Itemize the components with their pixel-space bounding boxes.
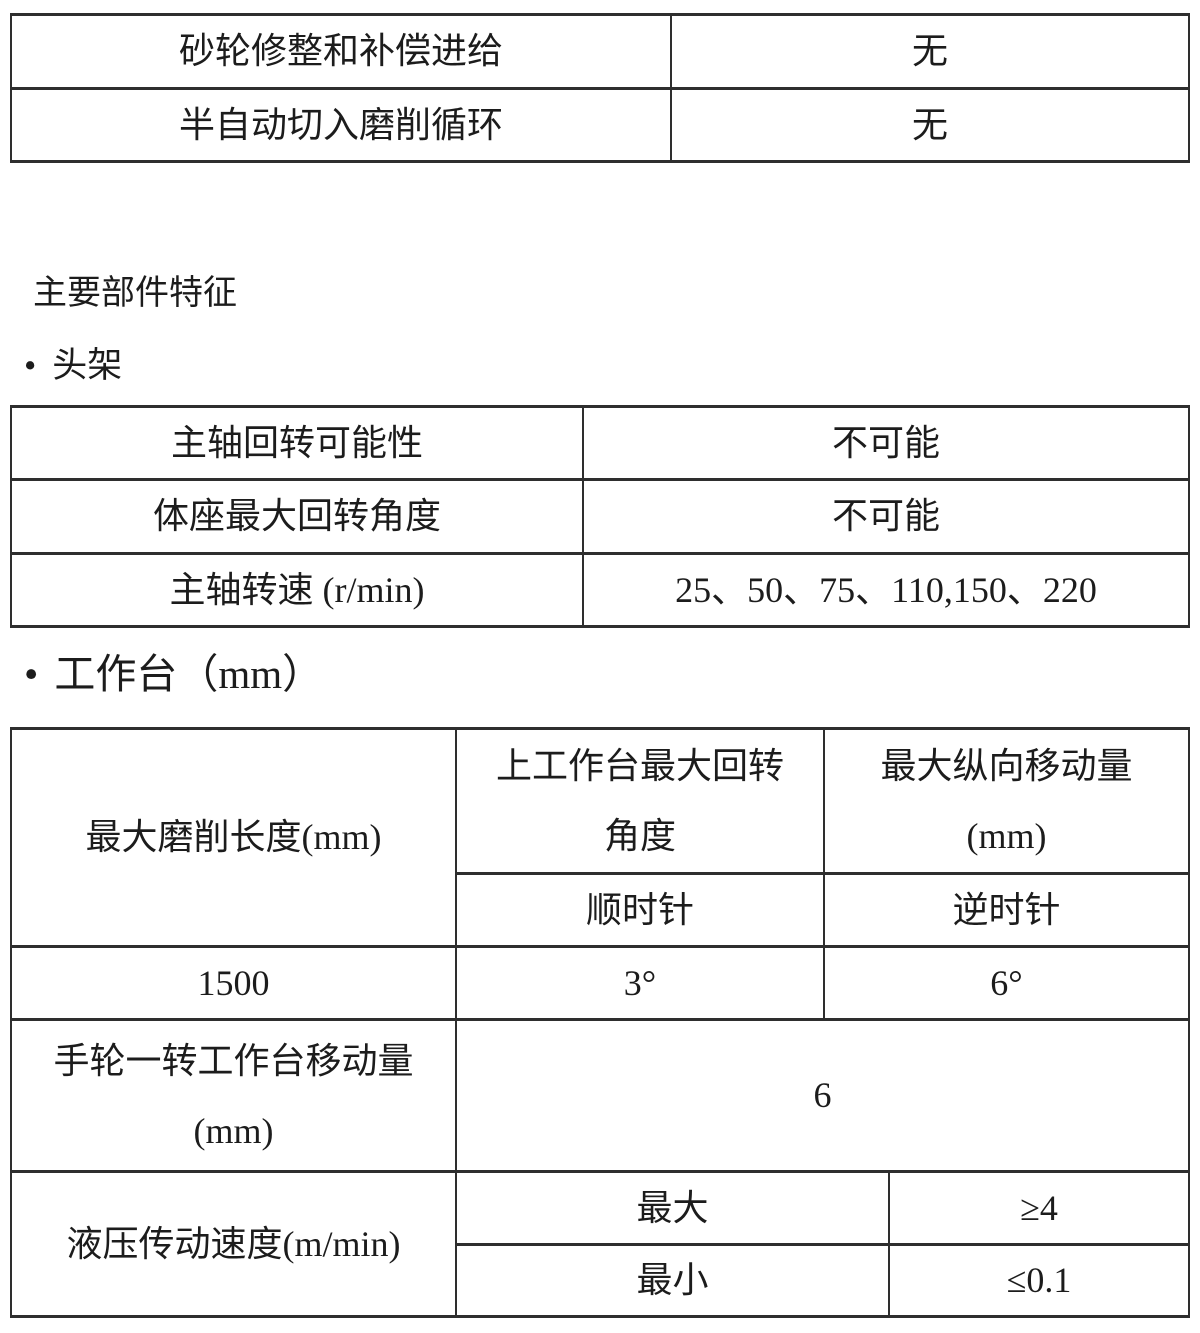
table-row: 顺时针 逆时针 [11, 872, 1191, 948]
table-row: 手轮一转工作台移动量 (mm) 6 [10, 1018, 1191, 1173]
spec-label-wheel-dressing: 砂轮修整和补偿进给 [10, 13, 672, 90]
value-max-grinding-length: 1500 [10, 945, 457, 1021]
spec-value-wheel-dressing: 无 [670, 13, 1190, 90]
table-row: 主轴回转可能性 不可能 [10, 405, 1190, 481]
bullet-worktable: • 工作台（mm） [24, 646, 323, 702]
bullet-headstock: • 头架 [24, 344, 122, 388]
value-hydraulic-min: ≤0.1 [887, 1243, 1191, 1318]
header-upper-table-swivel-line1: 上工作台最大回转 [495, 746, 784, 786]
label-handwheel-travel: 手轮一转工作台移动量 (mm) [10, 1018, 457, 1173]
header-upper-table-swivel: 上工作台最大回转 角度 [455, 727, 825, 875]
section-heading: 主要部件特征 [33, 275, 237, 312]
header-max-longitudinal-travel-line2: (mm) [966, 816, 1047, 856]
accessory-spec-table: 砂轮修整和补偿进给 无 半自动切入磨削循环 无 [10, 13, 1190, 163]
label-handwheel-travel-line1: 手轮一转工作台移动量 [53, 1040, 414, 1081]
header-upper-table-swivel-line2: 角度 [603, 816, 676, 856]
spec-value-spindle-speed: 25、50、75、110,150、220 [582, 552, 1190, 628]
subheader-counterclockwise: 逆时针 [822, 872, 1191, 948]
label-hydraulic-max: 最大 [455, 1170, 890, 1246]
bullet-icon: • [24, 346, 37, 385]
table-row: 半自动切入磨削循环 无 [10, 87, 1190, 163]
worktable-spec-table: 最大磨削长度(mm) 上工作台最大回转 角度 最大纵向移动量 (mm) 顺时针 … [10, 727, 1191, 1318]
table-row: 砂轮修整和补偿进给 无 [10, 13, 1190, 90]
table-row: 主轴转速 (r/min) 25、50、75、110,150、220 [10, 552, 1190, 628]
value-handwheel-travel: 6 [454, 1018, 1191, 1173]
label-hydraulic-min: 最小 [455, 1243, 890, 1318]
header-max-grinding-length: 最大磨削长度(mm) [10, 727, 457, 948]
header-max-longitudinal-travel: 最大纵向移动量 (mm) [822, 727, 1191, 875]
spec-label-semiauto-plunge: 半自动切入磨削循环 [10, 87, 672, 163]
table-row: 体座最大回转角度 不可能 [10, 478, 1190, 555]
spec-label-spindle-speed: 主轴转速 (r/min) [10, 552, 584, 628]
value-counterclockwise-angle: 6° [822, 945, 1191, 1021]
label-handwheel-travel-line2: (mm) [193, 1110, 274, 1151]
table-row: 最小 ≤0.1 [11, 1243, 1191, 1318]
spec-label-spindle-rotation: 主轴回转可能性 [10, 405, 584, 481]
headstock-spec-table: 主轴回转可能性 不可能 体座最大回转角度 不可能 主轴转速 (r/min) 25… [10, 405, 1190, 628]
value-hydraulic-max: ≥4 [887, 1170, 1191, 1246]
label-hydraulic-speed: 液压传动速度(m/min) [10, 1170, 457, 1318]
bullet-headstock-label: 头架 [52, 346, 123, 385]
spec-value-spindle-rotation: 不可能 [582, 405, 1190, 481]
table-row: 最大磨削长度(mm) 上工作台最大回转 角度 最大纵向移动量 (mm) [10, 727, 1191, 948]
header-max-longitudinal-travel-line1: 最大纵向移动量 [880, 746, 1133, 786]
subheader-clockwise: 顺时针 [455, 872, 825, 948]
table-row: 液压传动速度(m/min) 最大 ≥4 [10, 1170, 1191, 1318]
bullet-worktable-label: 工作台（mm） [54, 651, 324, 697]
bullet-icon: • [24, 651, 39, 697]
spec-value-body-swivel-angle: 不可能 [582, 478, 1190, 555]
table-row: 1500 3° 6° [10, 945, 1191, 1021]
value-clockwise-angle: 3° [455, 945, 825, 1021]
spec-label-body-swivel-angle: 体座最大回转角度 [10, 478, 584, 555]
spec-value-semiauto-plunge: 无 [670, 87, 1190, 163]
